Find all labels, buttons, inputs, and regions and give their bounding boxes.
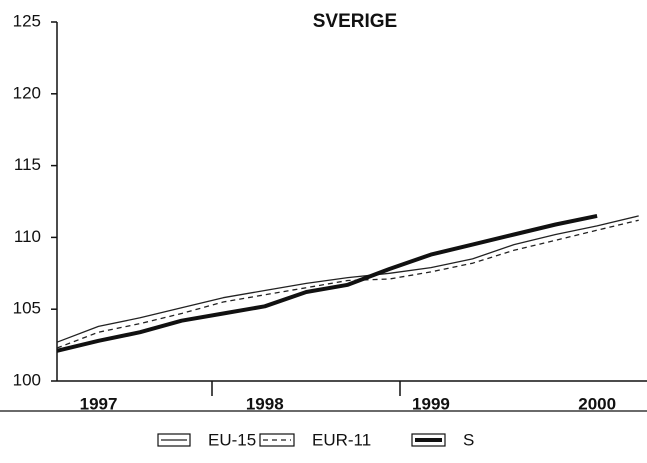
x-tick-label: 1998 [246,394,284,413]
legend-label: S [463,430,474,449]
legend-label: EUR-11 [312,430,371,449]
x-tick-label: 2000 [578,394,616,413]
series-line [56,219,639,349]
y-tick-label: 110 [14,227,41,246]
chart-title: SVERIGE [313,11,397,32]
legend-label: EU-15 [208,430,256,449]
y-tick-label: 115 [14,155,41,174]
series-line [56,215,639,343]
y-tick-label: 120 [13,83,41,102]
y-tick-label: 100 [13,370,41,389]
legend-box [411,433,446,447]
y-tick-label: 105 [13,299,41,318]
y-tick-label: 125 [13,11,41,30]
legend-box [259,433,295,447]
legend-box [157,433,191,447]
series-line [56,213,598,353]
x-tick-label: 1997 [80,394,118,413]
x-tick-label: 1999 [412,394,450,413]
